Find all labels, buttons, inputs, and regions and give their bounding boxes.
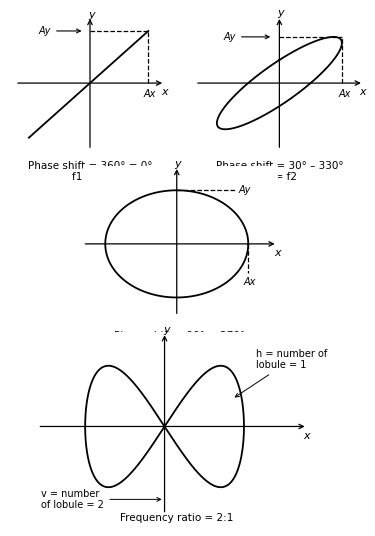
- Text: Phase shift = 30° – 330°
f1 = f2: Phase shift = 30° – 330° f1 = f2: [216, 161, 343, 182]
- Text: x: x: [303, 431, 310, 441]
- Text: x: x: [359, 87, 366, 97]
- Text: y: y: [88, 10, 94, 19]
- Text: y: y: [175, 159, 181, 169]
- Text: x: x: [161, 87, 168, 97]
- Text: Ax: Ax: [143, 89, 156, 99]
- Text: Frequency ratio = 2:1: Frequency ratio = 2:1: [120, 513, 233, 523]
- Text: Ay: Ay: [223, 32, 236, 42]
- Text: Ay: Ay: [39, 26, 51, 36]
- Text: h = number of
lobule = 1: h = number of lobule = 1: [235, 349, 327, 397]
- Text: x: x: [274, 248, 281, 258]
- Text: y: y: [277, 9, 284, 18]
- Text: Ay: Ay: [238, 185, 251, 195]
- Text: Phase shift = 360° = 0°
f1 = f2: Phase shift = 360° = 0° f1 = f2: [28, 161, 152, 182]
- Text: Ax: Ax: [244, 277, 256, 287]
- Text: v = number
of lobule = 2: v = number of lobule = 2: [42, 489, 161, 510]
- Text: Ax: Ax: [338, 88, 351, 99]
- Text: Phase shift = 90° = 270°: Phase shift = 90° = 270°: [114, 331, 246, 341]
- Text: y: y: [163, 325, 170, 336]
